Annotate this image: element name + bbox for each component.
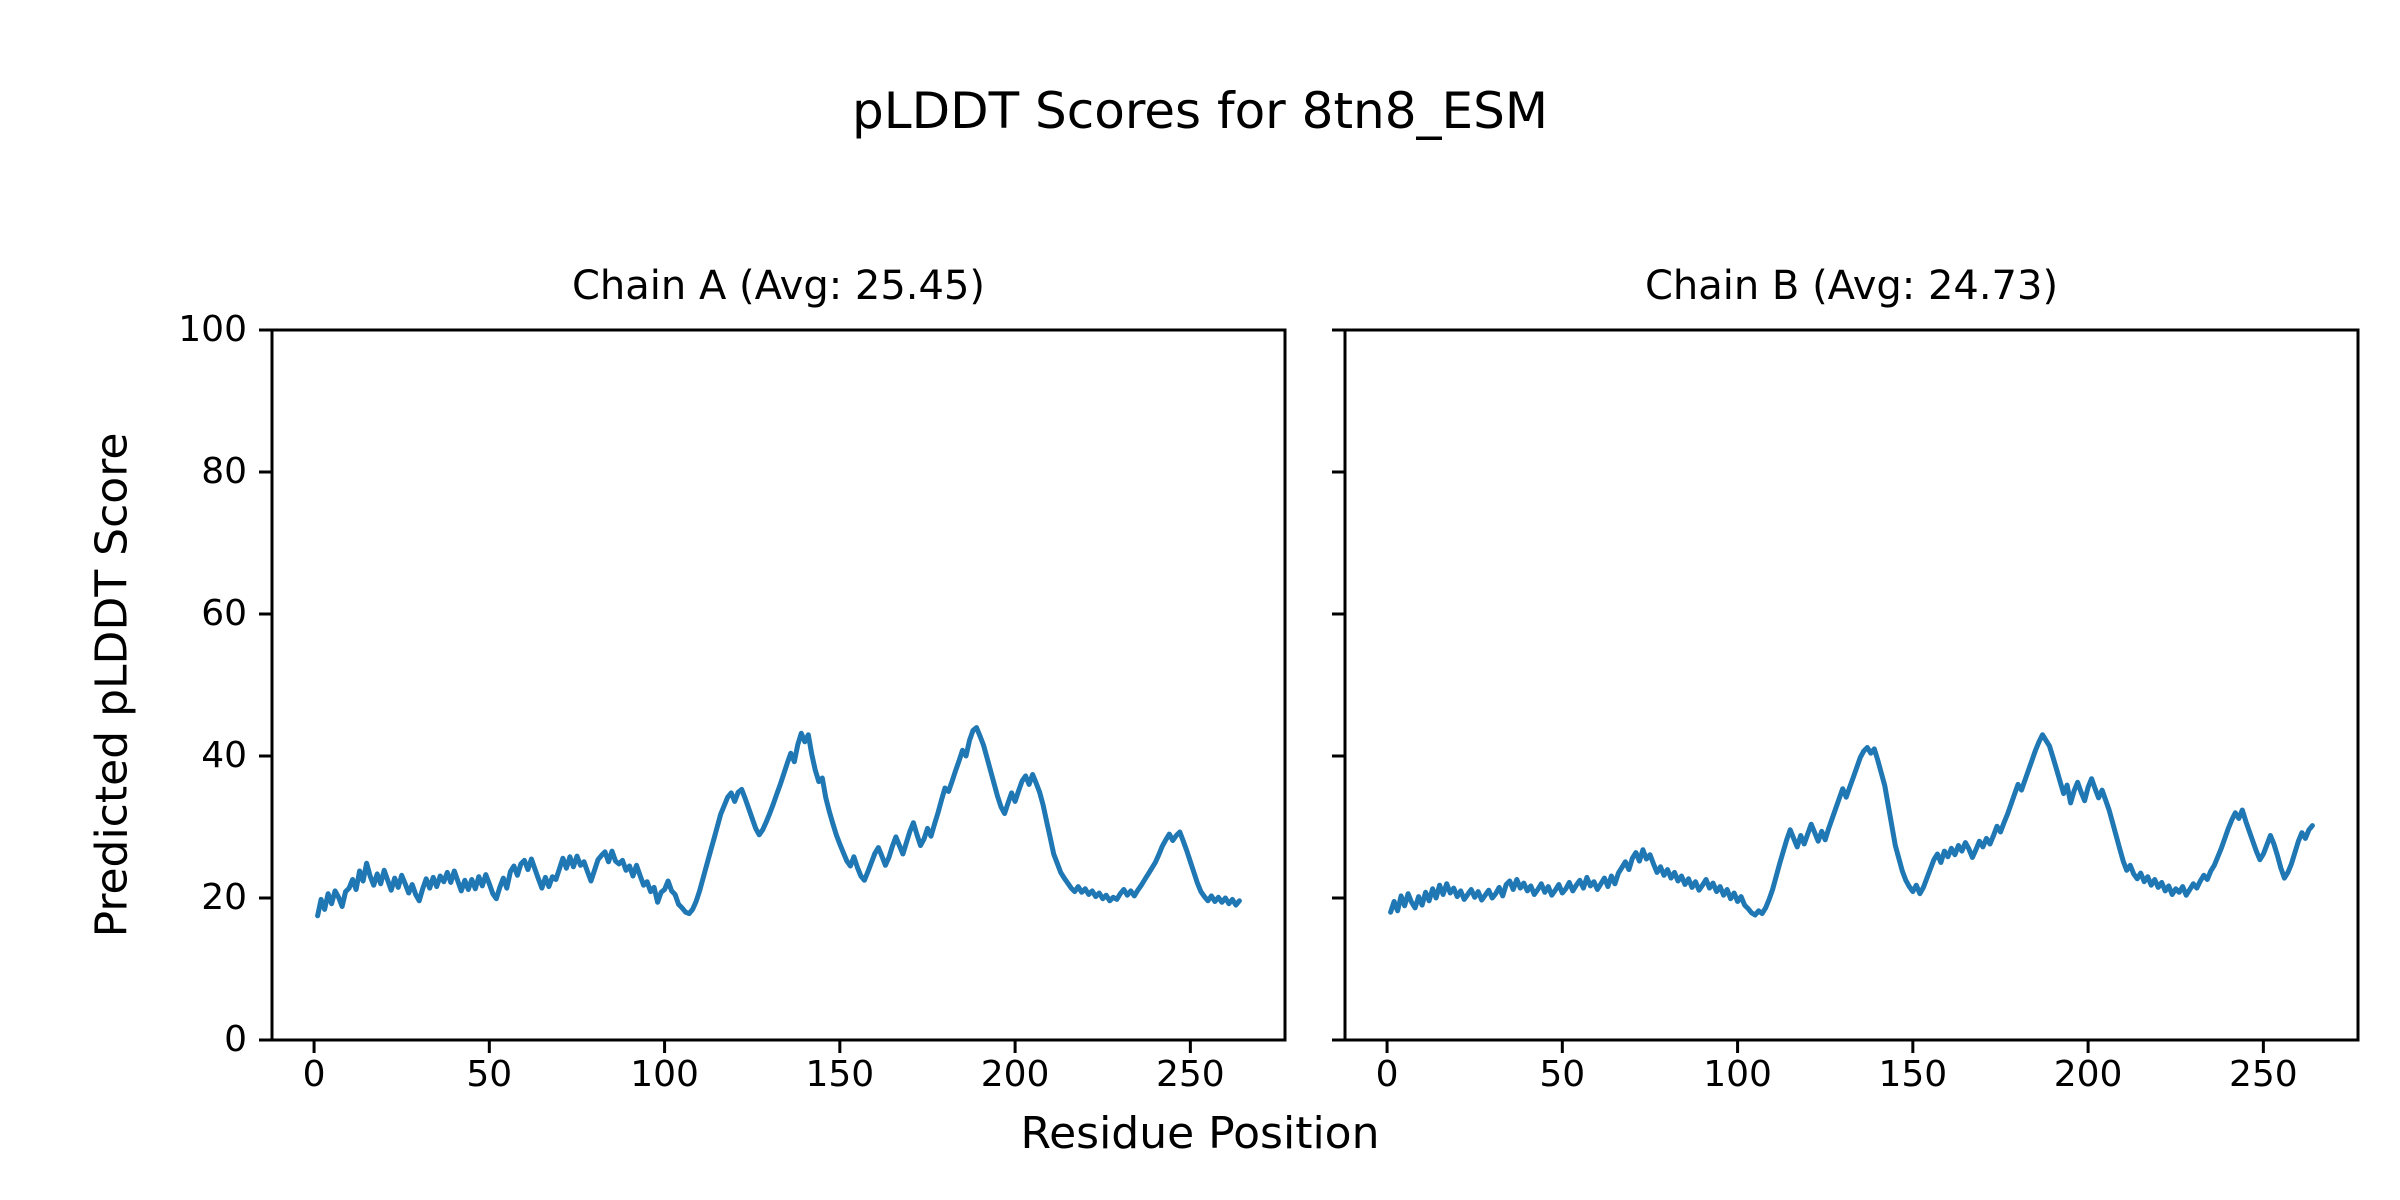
x-tick-label: 250 bbox=[1156, 1054, 1225, 1095]
y-tick-label: 60 bbox=[201, 593, 247, 634]
x-tick-label: 0 bbox=[302, 1054, 326, 1095]
plddt-line-chain-b bbox=[1388, 732, 2315, 918]
x-tick-label: 100 bbox=[1703, 1054, 1772, 1095]
y-tick-label: 40 bbox=[201, 735, 247, 776]
x-tick-label: 150 bbox=[805, 1054, 875, 1095]
y-tick-label: 20 bbox=[201, 877, 247, 918]
x-axis-label: Residue Position bbox=[1020, 1108, 1380, 1159]
y-tick-label: 0 bbox=[224, 1019, 247, 1060]
x-tick-label: 200 bbox=[2053, 1054, 2123, 1095]
figure-title: pLDDT Scores for 8tn8_ESM bbox=[851, 82, 1549, 140]
axes-frame bbox=[270, 328, 1287, 1042]
x-tick-label: 0 bbox=[1375, 1054, 1399, 1095]
axes-frame bbox=[1343, 328, 2360, 1042]
x-tick-label: 50 bbox=[466, 1054, 513, 1095]
y-tick-label: 100 bbox=[178, 309, 247, 350]
plddt-line-chain-a bbox=[315, 725, 1242, 919]
x-tick-label: 150 bbox=[1878, 1054, 1948, 1095]
x-tick-label: 200 bbox=[980, 1054, 1050, 1095]
chain-b-plot bbox=[1332, 328, 2360, 1053]
y-axis-label: Predicted pLDDT Score bbox=[86, 432, 138, 938]
chain-a-plot bbox=[259, 328, 1287, 1053]
y-tick-label: 80 bbox=[201, 451, 247, 492]
chain-b-subplot-title: Chain B (Avg: 24.73) bbox=[1644, 263, 2059, 309]
chain-a-subplot-title: Chain A (Avg: 25.45) bbox=[571, 263, 986, 309]
x-tick-label: 100 bbox=[630, 1054, 699, 1095]
x-tick-label: 50 bbox=[1539, 1054, 1586, 1095]
x-tick-label: 250 bbox=[2229, 1054, 2298, 1095]
